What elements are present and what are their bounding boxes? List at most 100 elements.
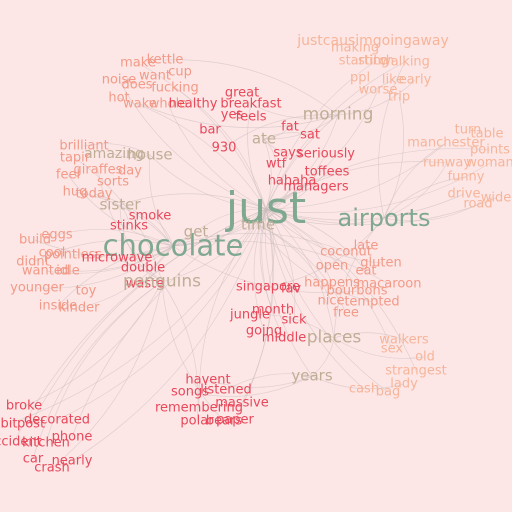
node-crash: crash (34, 460, 70, 476)
node-fav: fav (280, 281, 302, 297)
node-cash: cash (348, 381, 380, 397)
edge-just-worse (265, 89, 379, 210)
node-make: make (120, 55, 156, 71)
edge-just-house (149, 154, 267, 210)
node-ppl: ppl (349, 70, 371, 86)
edge-years-havent (207, 375, 313, 388)
edge-just-sex (265, 208, 393, 350)
node-930: 930 (211, 140, 237, 156)
edge-just-phone (71, 208, 267, 438)
node-jungle: jungle (230, 307, 270, 323)
edge-morning-kettle (164, 59, 339, 116)
edge-just-breakfast (247, 103, 267, 210)
node-managers: managers (283, 179, 349, 195)
node-tapir: tapir (59, 150, 91, 166)
node-walkers: walkers (379, 332, 429, 348)
node-places: places (306, 327, 362, 348)
node-morning: morning (302, 104, 374, 125)
edge-years-listened (225, 373, 313, 391)
edge-years-songs (189, 375, 313, 397)
node-bag: bag (375, 384, 401, 400)
node-whole: whole (148, 96, 188, 112)
edge-penguins-bears (161, 281, 225, 422)
edge-morning-930 (223, 114, 339, 149)
edge-places-walkers (333, 332, 405, 341)
edge-just-runway (265, 161, 448, 210)
node-double: double (120, 260, 166, 276)
node-hahaha: hahaha (267, 173, 317, 189)
edge-get-idle (67, 231, 197, 272)
node-airports: airports (337, 204, 431, 232)
node-house: house (127, 145, 173, 164)
edge-years-lady (311, 375, 405, 390)
node-strangest: strangest (385, 363, 447, 379)
node-coconut: coconut (320, 244, 372, 260)
node-macaroon: macaroon (356, 276, 422, 292)
edge-just-get (195, 208, 267, 233)
node-likes: like (381, 72, 405, 88)
node-sorts: sorts (97, 174, 129, 190)
edge-chocolate-house (149, 154, 174, 247)
edge-just-points (265, 148, 491, 210)
edge-chocolate-wanted (45, 245, 174, 274)
edge-just-likes (265, 79, 394, 210)
node-hot: hot (108, 90, 130, 106)
edge-just-walking (265, 61, 406, 210)
edge-places-old (333, 337, 426, 359)
node-get: get (183, 222, 209, 241)
edge-ate-fat (263, 126, 291, 140)
node-feel: feel (55, 167, 81, 183)
node-want: want (139, 68, 171, 84)
edge-just-make (137, 62, 267, 210)
edge-airports-places (333, 217, 385, 339)
node-day: day (118, 163, 142, 179)
node-kinder: kinder (58, 300, 100, 316)
node-eat: eat (355, 263, 377, 279)
node-microwave: microwave (81, 250, 153, 266)
edge-house-brilliant (83, 143, 151, 156)
edge-airports-runway (383, 162, 448, 219)
node-road: road (463, 196, 493, 212)
edge-just-drive (265, 193, 465, 221)
node-chocolate: chocolate (102, 228, 244, 263)
node-eggs: eggs (41, 227, 73, 243)
node-wake: wake (123, 96, 157, 112)
edge-airports-trip (383, 96, 405, 219)
node-cup: cup (168, 64, 192, 80)
node-listened: listened (200, 382, 252, 398)
node-yes: yes (220, 107, 244, 123)
node-cool: cool (38, 245, 66, 261)
node-waste: waste (125, 276, 165, 292)
edge-just-places (265, 208, 335, 339)
node-phone: phone (51, 429, 93, 445)
edge-chocolate-eggs (56, 229, 174, 247)
node-turn: turn (454, 122, 482, 138)
node-smoke: smoke (128, 208, 172, 224)
edge-airports-road (383, 203, 479, 222)
node-happens: happens (304, 275, 360, 291)
edge-chocolate-build (34, 239, 174, 256)
edge-just-bag (265, 208, 389, 393)
node-amazing: amazing (84, 146, 144, 162)
node-sister: sister (99, 195, 141, 214)
edge-just-remembering (198, 208, 267, 409)
edge-penguins-crash (51, 281, 163, 469)
edge-ate-wtf (263, 138, 277, 165)
edge-chocolate-inside (57, 245, 174, 307)
node-early: early (398, 72, 432, 88)
edge-just-middle (261, 208, 285, 339)
node-hug: hug (62, 184, 88, 200)
node-healthy: healthy (168, 96, 218, 112)
node-gluten: gluten (360, 255, 402, 271)
edge-chocolate-coconut (172, 232, 347, 253)
node-noise: noise (101, 72, 137, 88)
edge-chocolate-toffees (172, 171, 328, 247)
node-free: free (333, 305, 359, 321)
node-sat: sat (300, 127, 320, 143)
edge-just-strangest (265, 208, 417, 372)
edge-just-seriously (265, 153, 327, 210)
edge-just-eat (265, 208, 367, 272)
node-going: going (245, 323, 283, 339)
node-sick: sick (281, 312, 307, 328)
